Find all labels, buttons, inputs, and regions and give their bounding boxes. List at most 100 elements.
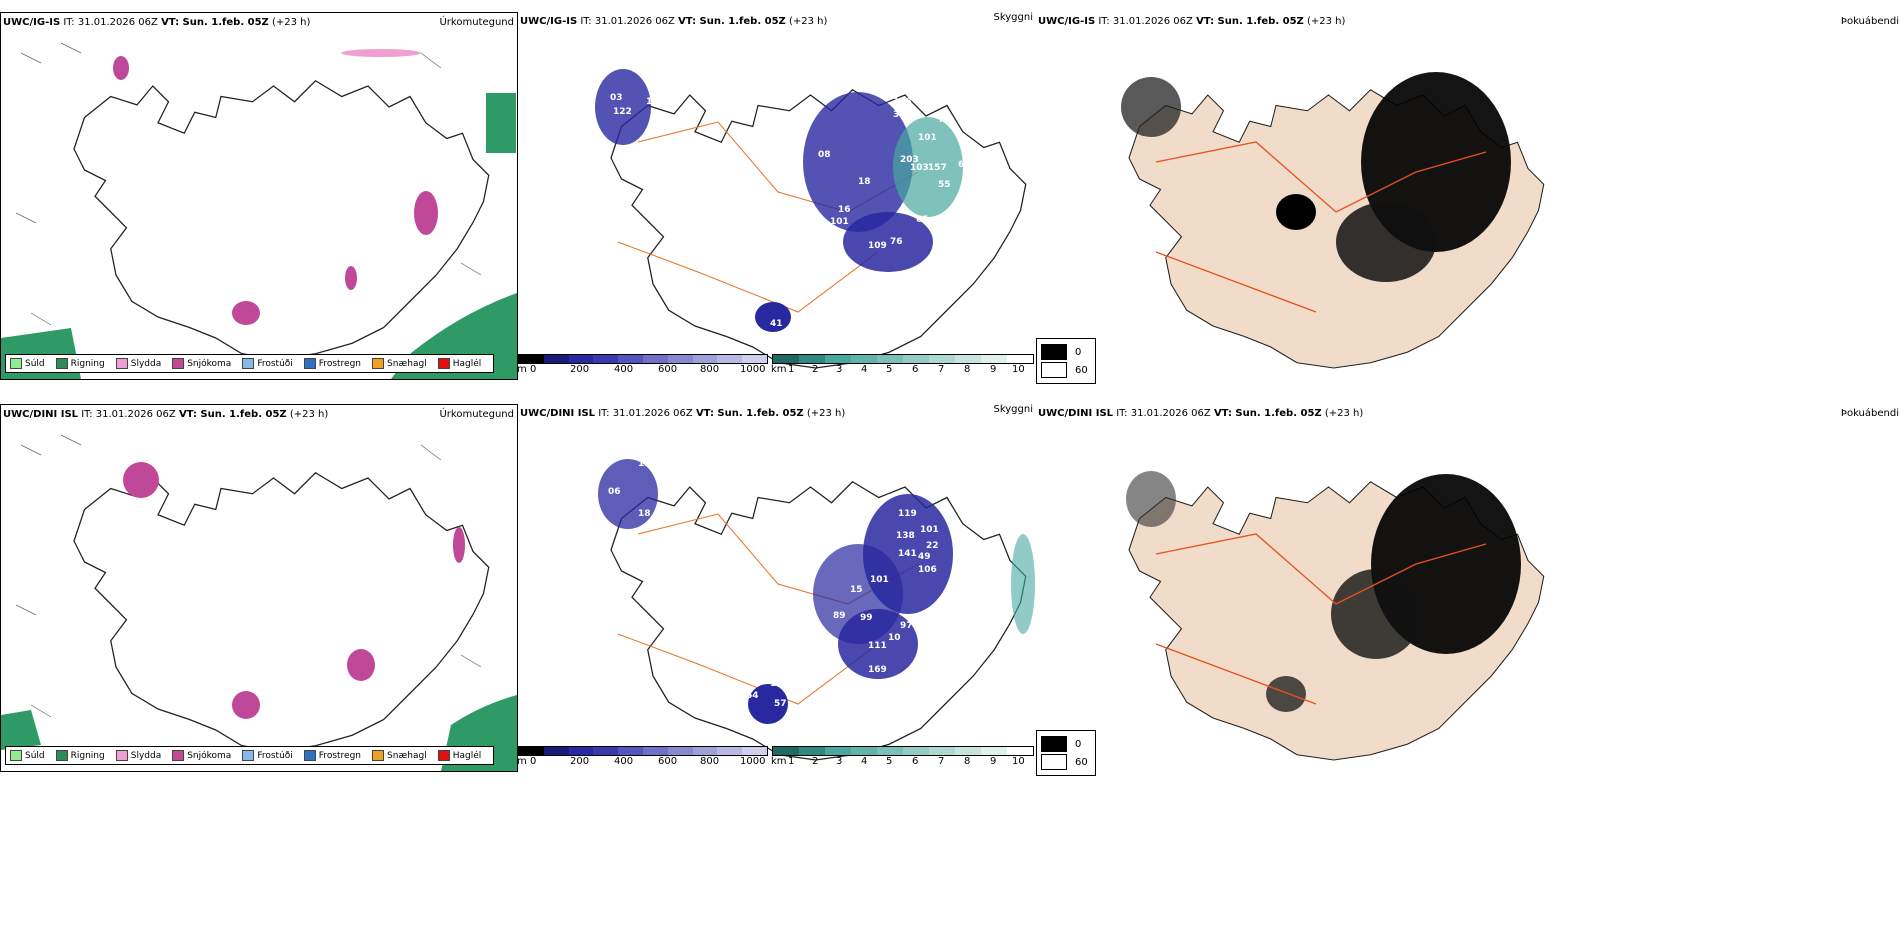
panel-title: Skyggni [993, 12, 1033, 23]
legend-item: Rigning [55, 750, 105, 761]
vis-label: 08 [818, 150, 831, 160]
panel-title: Úrkomutegund [439, 409, 514, 420]
panel-header: UWC/IG-IS IT: 31.01.2026 06Z VT: Sun. 1.… [1038, 16, 1346, 27]
fog-panel-bottom: UWC/DINI ISL IT: 31.01.2026 06Z VT: Sun.… [1036, 404, 1900, 772]
panel-header: UWC/DINI ISL IT: 31.01.2026 06Z VT: Sun.… [520, 408, 846, 419]
fog-legend-top: 0 60 [1036, 338, 1096, 384]
vis-label: 111 [868, 641, 887, 651]
vis-label: 65 [916, 215, 929, 225]
tick: 6 [912, 364, 919, 375]
unit-label: m [518, 756, 527, 767]
fog-legend-label: 60 [1075, 364, 1088, 376]
vis-label: 06 [608, 487, 621, 497]
cloud-panel-bottom: UWC/DINI ISL IT: 31.01.2026 06Z VT: Sun.… [518, 404, 1036, 772]
tick: 800 [700, 756, 720, 767]
fog-legend-label: 60 [1075, 756, 1088, 768]
tick: 1000 [740, 364, 766, 375]
vis-colorbar: km 1 2 3 4 5 6 7 8 9 10 [771, 354, 1034, 376]
fog-panel-top: UWC/IG-IS IT: 31.01.2026 06Z VT: Sun. 1.… [1036, 12, 1900, 380]
tick: 10 [1012, 756, 1025, 767]
vis-label: 16 [838, 205, 851, 215]
legend-item: Frostúði [242, 750, 293, 761]
legend-item: Slydda [115, 358, 161, 369]
unit-label: km [771, 364, 787, 375]
tick: 8 [964, 756, 971, 767]
height-colorbar: m 0 200 400 600 800 1000 [518, 354, 768, 376]
legend-item: Súld [10, 750, 45, 761]
vis-label: 115 [770, 679, 789, 689]
vis-label: 99 [963, 145, 976, 155]
vis-label: 109 [868, 241, 887, 251]
vis-label: 113 [858, 505, 877, 515]
tick: 400 [614, 364, 634, 375]
tick: 7 [938, 756, 945, 767]
vis-label: 138 [896, 531, 915, 541]
vis-label: 18 [858, 177, 871, 187]
vis-label: 169 [868, 665, 887, 675]
legend-item: Súld [10, 358, 45, 369]
vis-label: 106 [918, 565, 937, 575]
legend-item: Rigning [55, 358, 105, 369]
vis-label: 40 [943, 223, 956, 233]
tick: 2 [812, 364, 819, 375]
precip-map [1, 434, 517, 771]
legend-item: Snjókoma [172, 750, 231, 761]
fog-map [1126, 471, 1545, 761]
legend-item: Haglél [437, 750, 481, 761]
vis-label: 97 [868, 271, 881, 281]
vis-label: 101 [918, 133, 937, 143]
tick: 200 [570, 364, 590, 375]
tick: 6 [912, 756, 919, 767]
fog-map [1121, 72, 1545, 369]
unit-label: km [771, 756, 787, 767]
tick: 7 [938, 364, 945, 375]
vis-label: 15 [918, 95, 931, 105]
legend-item: Frostúði [242, 358, 293, 369]
vis-label: 12 [638, 459, 651, 469]
tick: 9 [990, 756, 997, 767]
vis-label: 76 [890, 237, 903, 247]
fog-legend-label: 0 [1075, 738, 1082, 750]
legend-item: Frostregn [303, 358, 361, 369]
vis-label: 138 [893, 97, 912, 107]
precip-panel-top: UWC/IG-IS IT: 31.01.2026 06Z VT: Sun. 1.… [0, 12, 518, 380]
panel-header: UWC/DINI ISL IT: 31.01.2026 06Z VT: Sun.… [3, 409, 329, 420]
vis-label: 101 [830, 217, 849, 227]
vis-label: 57 [774, 699, 787, 709]
vis-label: 08 [818, 547, 831, 557]
tick: 3 [836, 756, 843, 767]
tick: 5 [886, 756, 893, 767]
vis-label: 18 [638, 509, 651, 519]
precip-panel-bottom: UWC/DINI ISL IT: 31.01.2026 06Z VT: Sun.… [0, 404, 518, 772]
tick: 600 [658, 364, 678, 375]
vis-label: 97 [900, 621, 913, 631]
legend-item: Snæhagl [372, 750, 427, 761]
cloud-map [595, 69, 1027, 369]
legend-item: Haglél [437, 358, 481, 369]
vis-label: 22 [926, 541, 939, 551]
height-colorbar: m 0 200 400 600 800 1000 [518, 746, 768, 768]
vis-label: 203 [900, 155, 919, 165]
panel-title: Úrkomutegund [439, 17, 514, 28]
vis-label: 64 [746, 691, 759, 701]
panel-title: Skyggni [993, 404, 1033, 415]
tick: 1 [788, 364, 795, 375]
tick: 10 [1012, 364, 1025, 375]
vis-label: 99 [860, 613, 873, 623]
vis-label: 93 [638, 67, 651, 77]
tick: 4 [861, 756, 868, 767]
tick: 200 [570, 756, 590, 767]
fog-legend-label: 0 [1075, 346, 1082, 358]
vis-label: 72 [938, 115, 951, 125]
panel-title: Þokuábendi [1840, 16, 1899, 27]
vis-label: 29 [668, 95, 681, 105]
cloud-map [598, 459, 1035, 761]
tick: 400 [614, 756, 634, 767]
vis-label: 17 [646, 97, 659, 107]
vis-label: 157 [928, 163, 947, 173]
tick: 800 [700, 364, 720, 375]
fog-legend-bottom: 0 60 [1036, 730, 1096, 776]
tick: 5 [886, 364, 893, 375]
tick: 4 [861, 364, 868, 375]
tick: 3 [836, 364, 843, 375]
